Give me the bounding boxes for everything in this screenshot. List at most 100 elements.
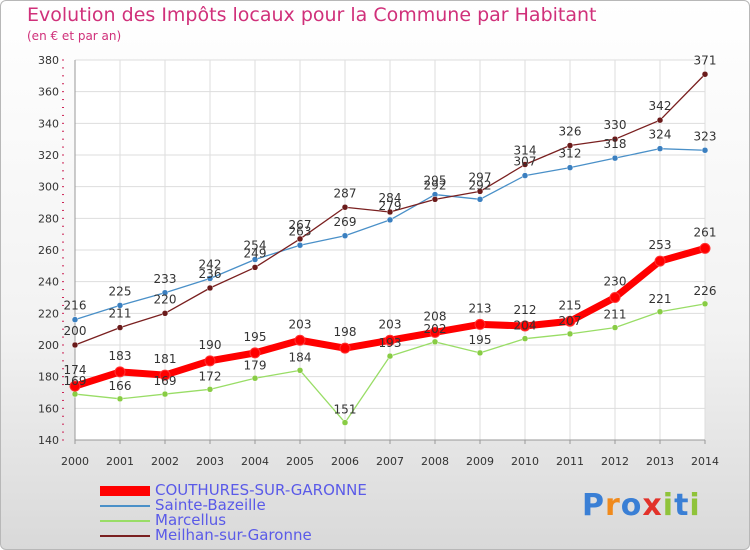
legend-swatch	[100, 535, 150, 537]
x-tick-label: 2000	[61, 455, 89, 468]
data-label: 203	[379, 317, 402, 331]
data-point	[206, 284, 214, 292]
data-label: 193	[379, 336, 402, 350]
data-label: 174	[64, 363, 87, 377]
data-label: 249	[244, 246, 267, 260]
data-label: 236	[199, 267, 222, 281]
data-label: 151	[334, 403, 357, 417]
x-tick-label: 2012	[601, 455, 629, 468]
data-point	[386, 208, 394, 216]
y-tick-label: 240	[38, 276, 59, 289]
data-point	[296, 367, 304, 374]
data-label: 198	[334, 325, 357, 339]
logo-letter: o	[620, 488, 643, 523]
y-tick-label: 300	[38, 181, 59, 194]
data-label: 204	[514, 319, 537, 333]
data-label: 166	[109, 379, 132, 393]
x-tick-label: 2014	[691, 455, 719, 468]
data-label: 324	[649, 128, 672, 142]
data-point	[71, 390, 79, 398]
data-label: 318	[604, 137, 627, 151]
chart-title: Evolution des Impôts locaux pour la Comm…	[27, 4, 597, 26]
data-point	[701, 71, 709, 78]
data-point	[296, 242, 304, 249]
data-point	[566, 142, 574, 149]
data-label: 292	[424, 178, 447, 192]
data-label: 242	[199, 258, 222, 272]
data-label: 233	[154, 272, 177, 286]
data-label: 312	[559, 147, 582, 161]
data-label: 261	[694, 225, 717, 239]
data-point	[609, 292, 621, 303]
legend-label: Sainte-Bazeille	[155, 496, 266, 514]
data-point	[431, 338, 439, 346]
y-tick-label: 360	[38, 86, 59, 99]
data-point	[476, 188, 484, 195]
data-point	[161, 390, 169, 398]
data-point	[71, 341, 79, 349]
data-point	[341, 419, 349, 426]
data-label: 287	[334, 186, 357, 200]
data-label: 172	[199, 369, 222, 383]
data-point	[339, 342, 351, 354]
data-point	[564, 315, 576, 327]
logo-letter: x	[642, 488, 663, 523]
data-label: 297	[469, 170, 492, 184]
data-label: 181	[154, 352, 177, 366]
legend-swatch	[100, 505, 150, 507]
data-label: 179	[244, 358, 267, 372]
data-point	[341, 204, 349, 211]
data-label: 212	[514, 303, 537, 317]
data-label: 263	[289, 224, 312, 238]
data-label: 184	[289, 350, 312, 364]
y-tick-label: 140	[38, 434, 59, 447]
data-label: 323	[694, 129, 717, 143]
y-tick-label: 260	[38, 244, 59, 257]
data-point	[699, 242, 711, 254]
data-point	[611, 135, 619, 143]
data-point	[656, 308, 664, 315]
data-point	[429, 326, 441, 338]
data-point	[566, 164, 574, 171]
data-point	[206, 275, 214, 282]
data-label: 190	[199, 338, 222, 352]
data-point	[611, 154, 619, 162]
data-point	[159, 369, 171, 381]
data-label: 267	[289, 218, 312, 232]
y-tick-label: 380	[38, 54, 59, 67]
legend-swatch	[100, 520, 150, 522]
data-point	[249, 347, 261, 359]
data-label: 169	[154, 374, 177, 388]
data-label: 279	[379, 199, 402, 213]
x-tick-label: 2008	[421, 455, 449, 468]
data-point	[206, 386, 214, 393]
data-label: 230	[604, 275, 627, 289]
x-tick-label: 2005	[286, 455, 314, 468]
logo-letter: i	[662, 488, 675, 523]
data-label: 307	[514, 155, 537, 169]
legend-label: Marcellus	[155, 511, 227, 529]
x-tick-label: 2003	[196, 455, 224, 468]
y-tick-label: 280	[38, 212, 59, 225]
data-point	[69, 380, 81, 392]
data-point	[701, 147, 709, 154]
data-point	[519, 320, 531, 332]
logo-letter: r	[605, 488, 621, 523]
data-point	[521, 161, 529, 168]
data-point	[114, 366, 126, 378]
x-tick-label: 2013	[646, 455, 674, 468]
data-label: 208	[424, 309, 447, 323]
data-label: 371	[694, 53, 717, 67]
data-label: 207	[559, 314, 582, 328]
chart-subtitle: (en € et par an)	[27, 29, 122, 43]
data-label: 330	[604, 118, 627, 132]
data-label: 215	[559, 298, 582, 312]
data-label: 253	[649, 238, 672, 252]
legend-label: Meilhan-sur-Garonne	[155, 526, 312, 544]
y-tick-label: 320	[38, 149, 59, 162]
legend-swatch	[100, 486, 150, 496]
y-tick-label: 340	[38, 117, 59, 130]
data-label: 211	[604, 308, 627, 322]
data-point	[161, 310, 169, 317]
